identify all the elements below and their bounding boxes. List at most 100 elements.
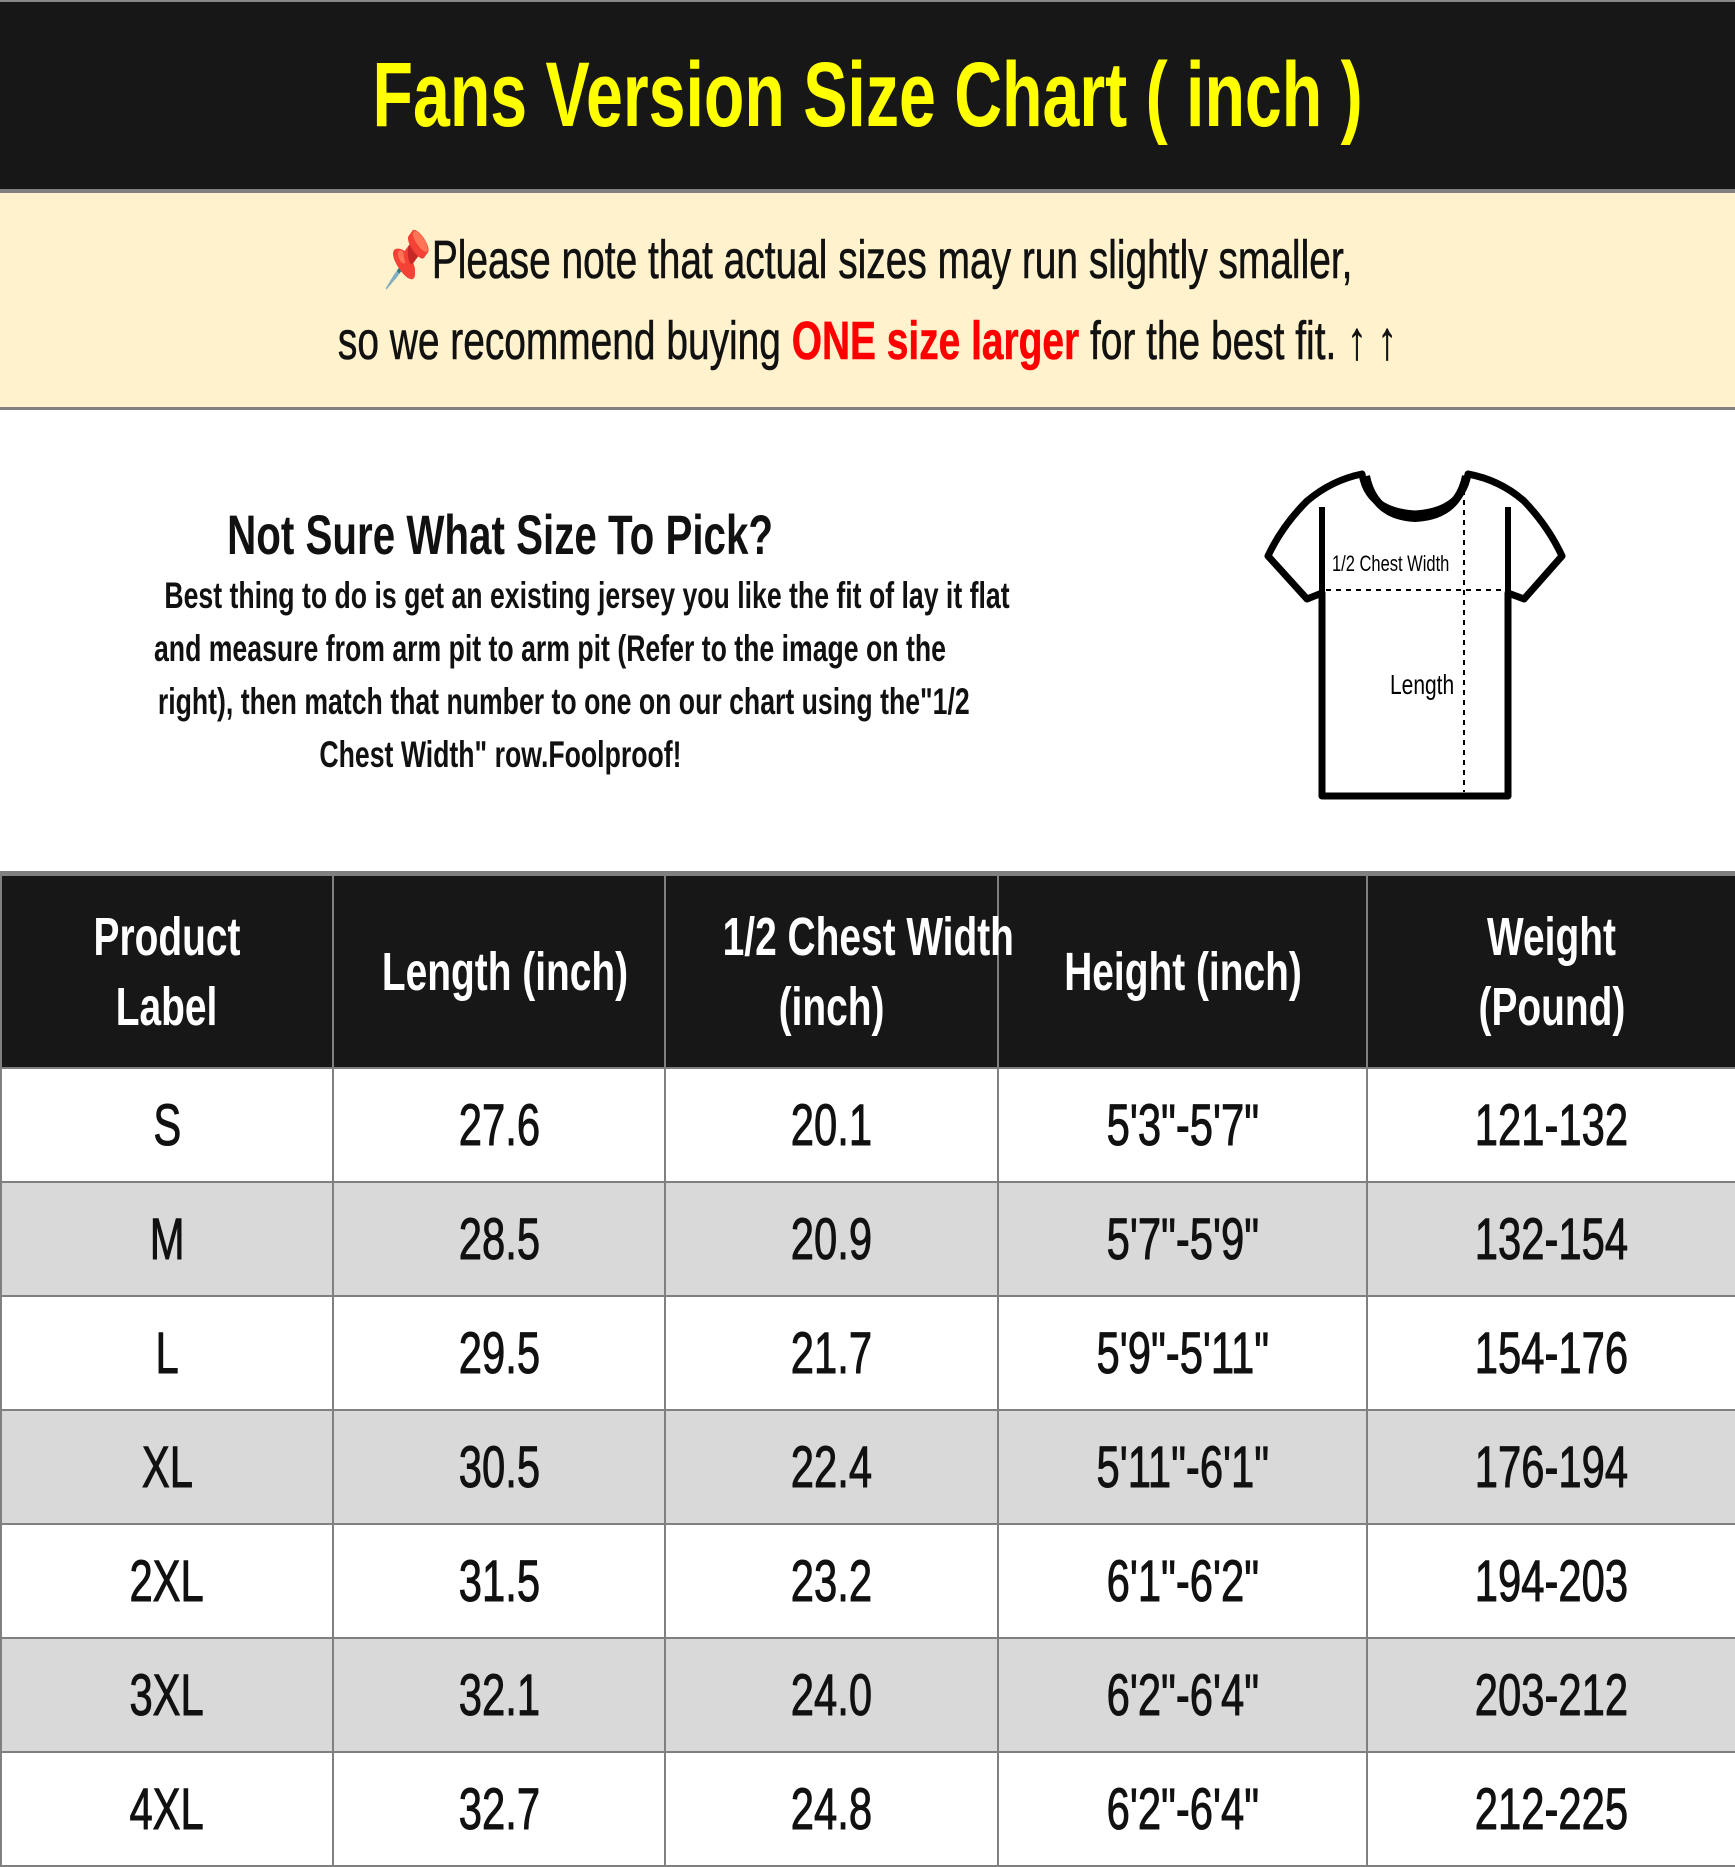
table-row: XL 30.5 22.4 5'11"-6'1" 176-194: [0, 1409, 1735, 1525]
cell-value: 5'9"-5'11": [1096, 1320, 1269, 1386]
cell-value: 194-203: [1474, 1548, 1629, 1614]
table-row: 3XL 32.1 24.0 6'2"-6'4" 203-212: [0, 1637, 1735, 1753]
table-row: 4XL 32.7 24.8 6'2"-6'4" 212-225: [0, 1751, 1735, 1867]
table-cell: 5'7"-5'9": [997, 1181, 1368, 1297]
table-row: M 28.5 20.9 5'7"-5'9" 132-154: [0, 1181, 1735, 1297]
cell-value: 32.7: [458, 1776, 540, 1842]
guide-text: and measure from arm pit to arm pit (Ref…: [153, 628, 946, 669]
cell-value: 20.1: [790, 1092, 873, 1158]
note-line-1: Please note that actual sizes may run sl…: [431, 229, 1353, 290]
table-row: 2XL 31.5 23.2 6'1"-6'2" 194-203: [0, 1523, 1735, 1639]
cell-value: XL: [141, 1434, 193, 1500]
column-header-text: (Pound): [1478, 976, 1625, 1037]
note-highlight: ONE size larger: [791, 310, 1080, 371]
table-cell: 121-132: [1366, 1067, 1735, 1183]
cell-value: 203-212: [1474, 1662, 1629, 1728]
table-cell: S: [0, 1067, 334, 1183]
cell-value: 31.5: [458, 1548, 540, 1614]
cell-value: 212-225: [1474, 1776, 1629, 1842]
up-arrows-icon: ↑ ↑: [1347, 310, 1397, 371]
table-cell: 194-203: [1366, 1523, 1735, 1639]
cell-value: 6'2"-6'4": [1106, 1776, 1259, 1842]
cell-value: 154-176: [1474, 1320, 1629, 1386]
note-line-2: so we recommend buying ONE size larger f…: [338, 310, 1397, 371]
column-header-text: Height (inch): [1063, 941, 1302, 1002]
cell-value: L: [155, 1320, 179, 1386]
table-cell: 31.5: [332, 1523, 666, 1639]
table-cell: 5'9"-5'11": [997, 1295, 1368, 1411]
table-row: S 27.6 20.1 5'3"-5'7" 121-132: [0, 1067, 1735, 1183]
table-cell: 5'11"-6'1": [997, 1409, 1368, 1525]
table-cell: 24.0: [664, 1637, 999, 1753]
table-cell: 6'1"-6'2": [997, 1523, 1368, 1639]
cell-value: 27.6: [458, 1092, 540, 1158]
cell-value: 5'11"-6'1": [1096, 1434, 1269, 1500]
cell-value: 32.1: [458, 1662, 540, 1728]
table-cell: 20.1: [664, 1067, 999, 1183]
guide-text: Chest Width" row.Foolproof!: [318, 734, 682, 775]
column-header-text: (inch): [778, 976, 885, 1037]
column-header: 1/2 Chest Width (inch): [664, 874, 1014, 1069]
measuring-guide: Not Sure What Size To Pick? Best thing t…: [0, 410, 1735, 874]
table-cell: 32.7: [332, 1751, 666, 1867]
page-title: Fans Version Size Chart ( inch ): [372, 44, 1363, 146]
cell-value: 5'7"-5'9": [1106, 1206, 1259, 1272]
table-cell: 27.6: [332, 1067, 666, 1183]
chest-width-label: 1/2 Chest Width: [1332, 552, 1449, 577]
column-header-text: Length (inch): [381, 941, 629, 1002]
table-cell: 22.4: [664, 1409, 999, 1525]
column-header-text: Product: [93, 906, 241, 967]
table-cell: 3XL: [0, 1637, 334, 1753]
table-cell: 5'3"-5'7": [997, 1067, 1368, 1183]
cell-value: 5'3"-5'7": [1106, 1092, 1259, 1158]
table-cell: 2XL: [0, 1523, 334, 1639]
table-cell: L: [0, 1295, 334, 1411]
table-cell: 28.5: [332, 1181, 666, 1297]
cell-value: 3XL: [129, 1662, 205, 1728]
guide-text: right), then match that number to one on…: [157, 681, 970, 722]
table-cell: 21.7: [664, 1295, 999, 1411]
size-table: Product Label Length (inch) 1/2 Chest Width…: [0, 874, 1735, 1867]
table-cell: M: [0, 1181, 334, 1297]
column-header-text: Weight: [1487, 906, 1616, 967]
column-header-text: 1/2 Chest Width: [722, 906, 1014, 967]
cell-value: 30.5: [458, 1434, 540, 1500]
cell-value: 132-154: [1474, 1206, 1629, 1272]
cell-value: 22.4: [790, 1434, 873, 1500]
title-banner: Fans Version Size Chart ( inch ): [0, 0, 1735, 193]
table-cell: 20.9: [664, 1181, 999, 1297]
column-header-text: Label: [116, 976, 218, 1037]
table-cell: 32.1: [332, 1637, 666, 1753]
table-cell: 29.5: [332, 1295, 666, 1411]
column-header: Height (inch): [997, 874, 1368, 1069]
length-label: Length: [1390, 670, 1454, 701]
sizing-note: 📌Please note that actual sizes may run s…: [0, 193, 1735, 410]
table-cell: 24.8: [664, 1751, 999, 1867]
table-cell: 132-154: [1366, 1181, 1735, 1297]
cell-value: 4XL: [129, 1776, 205, 1842]
cell-value: 24.0: [790, 1662, 873, 1728]
table-header-row: Product Label Length (inch) 1/2 Chest Width…: [0, 874, 1735, 1069]
cell-value: M: [149, 1206, 185, 1272]
pushpin-icon: 📌: [382, 229, 432, 290]
column-header: Weight (Pound): [1366, 874, 1735, 1069]
table-cell: 23.2: [664, 1523, 999, 1639]
column-header: Product Label: [0, 874, 334, 1069]
table-cell: 6'2"-6'4": [997, 1751, 1368, 1867]
cell-value: 28.5: [458, 1206, 540, 1272]
cell-value: 6'1"-6'2": [1106, 1548, 1259, 1614]
table-cell: 203-212: [1366, 1637, 1735, 1753]
cell-value: S: [153, 1092, 182, 1158]
tshirt-diagram: 1/2 Chest Width Length: [1264, 470, 1566, 800]
table-cell: 4XL: [0, 1751, 334, 1867]
cell-value: 29.5: [458, 1320, 540, 1386]
table-cell: 30.5: [332, 1409, 666, 1525]
cell-value: 176-194: [1474, 1434, 1629, 1500]
cell-value: 24.8: [790, 1776, 873, 1842]
table-cell: 176-194: [1366, 1409, 1735, 1525]
table-row: L 29.5 21.7 5'9"-5'11" 154-176: [0, 1295, 1735, 1411]
cell-value: 20.9: [790, 1206, 873, 1272]
cell-value: 21.7: [790, 1320, 873, 1386]
table-cell: XL: [0, 1409, 334, 1525]
table-cell: 6'2"-6'4": [997, 1637, 1368, 1753]
